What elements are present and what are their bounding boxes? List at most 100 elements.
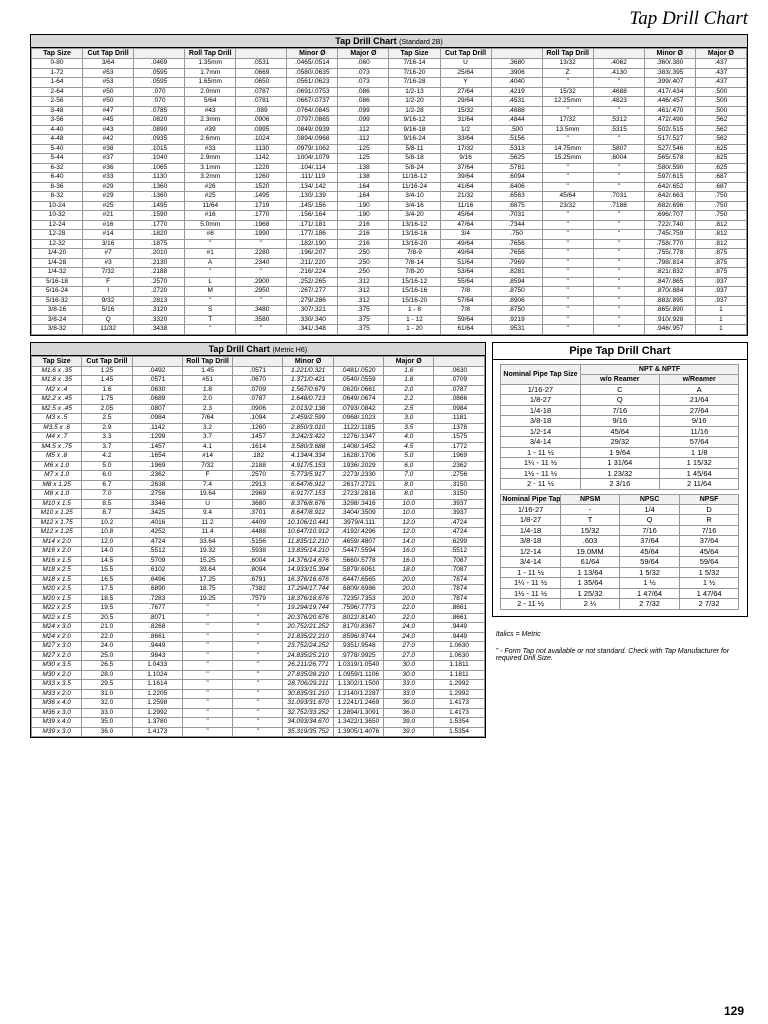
cell: .625 xyxy=(695,154,746,164)
cell: .2950 xyxy=(236,287,287,297)
cell: M4 x .7 xyxy=(32,433,82,443)
cell: 15/32 xyxy=(542,87,593,97)
cell: .0620/.0661 xyxy=(333,385,383,395)
cell: " xyxy=(542,135,593,145)
cell: U xyxy=(182,499,232,509)
cell: " xyxy=(593,239,644,249)
cell: .417/.434 xyxy=(644,87,695,97)
col-header: Nominal Pipe Tap Size xyxy=(501,494,561,504)
cell: .5447/.5594 xyxy=(333,547,383,557)
col-header: Tap Size xyxy=(32,356,82,366)
cell: .375 xyxy=(338,315,389,325)
cell: " xyxy=(593,211,644,221)
cell: .696/.707 xyxy=(644,211,695,221)
cell: 30.0 xyxy=(384,661,434,671)
cell: .1968 xyxy=(236,220,287,230)
cell: .2362 xyxy=(132,471,182,481)
cell: 2.0 xyxy=(182,395,232,405)
cell: .8661 xyxy=(434,613,484,623)
cell: 1/16-27 xyxy=(501,384,580,395)
cell: T xyxy=(560,515,620,526)
cell: .216 xyxy=(338,230,389,240)
cell: 3/4-14 xyxy=(501,437,580,448)
cell: 27.0 xyxy=(384,651,434,661)
cell: 1 - 8 xyxy=(389,306,440,316)
cell: .1276/.1347 xyxy=(333,433,383,443)
cell: .164 xyxy=(338,192,389,202)
cell: #33 xyxy=(185,144,236,154)
cell: .089 xyxy=(236,106,287,116)
cell: M10 x 1.5 xyxy=(32,499,82,509)
cell: .7382 xyxy=(233,585,283,595)
cell: 13.835/14.210 xyxy=(283,547,333,557)
cell: #29 xyxy=(83,182,134,192)
cell: 1 25/32 xyxy=(560,588,620,599)
cell: Y xyxy=(440,78,491,88)
cell: .2756 xyxy=(132,490,182,500)
metric-cap-sub: (Metric H6) xyxy=(272,347,307,354)
cell: .6447/.6565 xyxy=(333,575,383,585)
cell: 15/16-16 xyxy=(389,287,440,297)
cell: 2.2 xyxy=(384,395,434,405)
cell: 15.25 xyxy=(182,556,232,566)
cell: 6.647/6.912 xyxy=(283,480,333,490)
cell: .5625 xyxy=(491,154,542,164)
cell: Q xyxy=(83,315,134,325)
cell: M1.8 x .35 xyxy=(32,376,82,386)
cell: .0906 xyxy=(233,404,283,414)
cell: #21 xyxy=(83,211,134,221)
cell: .1590 xyxy=(134,211,185,221)
cell: .8594 xyxy=(491,277,542,287)
cell: 1.2992 xyxy=(434,689,484,699)
cell: .0571 xyxy=(132,376,182,386)
col-header: Cut Tap Drill xyxy=(440,49,491,59)
cell: 1 15/32 xyxy=(660,458,739,469)
col-header xyxy=(434,356,484,366)
cell: 2.850/3.010 xyxy=(283,423,333,433)
cell: 3.3 xyxy=(82,433,132,443)
cell: .9531 xyxy=(491,325,542,335)
cell: .9449 xyxy=(132,642,182,652)
cell: .1181 xyxy=(434,414,484,424)
cell: 1 xyxy=(695,306,746,316)
cell: 21/64 xyxy=(660,395,739,406)
cell: 33/64 xyxy=(440,135,491,145)
cell: .0968/.1023 xyxy=(333,414,383,424)
cell: .3438 xyxy=(134,325,185,335)
cell: 1 5/32 xyxy=(679,567,739,578)
cell: .565/.578 xyxy=(644,154,695,164)
cell: 1.2205 xyxy=(132,689,182,699)
cell: .9449 xyxy=(434,623,484,633)
cell: 1/4-18 xyxy=(501,405,580,416)
cell: .267/.277 xyxy=(287,287,338,297)
cell: - xyxy=(560,504,620,515)
cell: .216/.224 xyxy=(287,268,338,278)
cell: #14 xyxy=(182,452,232,462)
cell: 2.459/2.599 xyxy=(283,414,333,424)
cell: .0595 xyxy=(134,78,185,88)
cell: .1260 xyxy=(233,423,283,433)
cell: .3120 xyxy=(134,306,185,316)
cell: .0935 xyxy=(134,135,185,145)
cell: " xyxy=(182,718,232,728)
cell: .0849/.0939 xyxy=(287,125,338,135)
cell: 20.0 xyxy=(384,594,434,604)
cell: .2969 xyxy=(233,490,283,500)
cell: 5.773/5.917 xyxy=(283,471,333,481)
cell: .0781 xyxy=(236,97,287,107)
cell: 13/16-20 xyxy=(389,239,440,249)
cell: 14.0 xyxy=(384,537,434,547)
cell: " xyxy=(185,268,236,278)
cell: 26.5 xyxy=(82,661,132,671)
cell: 1 23/32 xyxy=(580,468,659,479)
cell: " xyxy=(182,661,232,671)
cell: .0465/.0514 xyxy=(287,59,338,69)
cell: " xyxy=(593,249,644,259)
cell: .112 xyxy=(338,135,389,145)
pipe-title: Pipe Tap Drill Chart xyxy=(493,343,747,360)
cell: #51 xyxy=(182,376,232,386)
cell: 1 5/32 xyxy=(620,567,680,578)
cell: .8281 xyxy=(491,268,542,278)
cell: M24 x 3.0 xyxy=(32,623,82,633)
cell: #29 xyxy=(83,192,134,202)
